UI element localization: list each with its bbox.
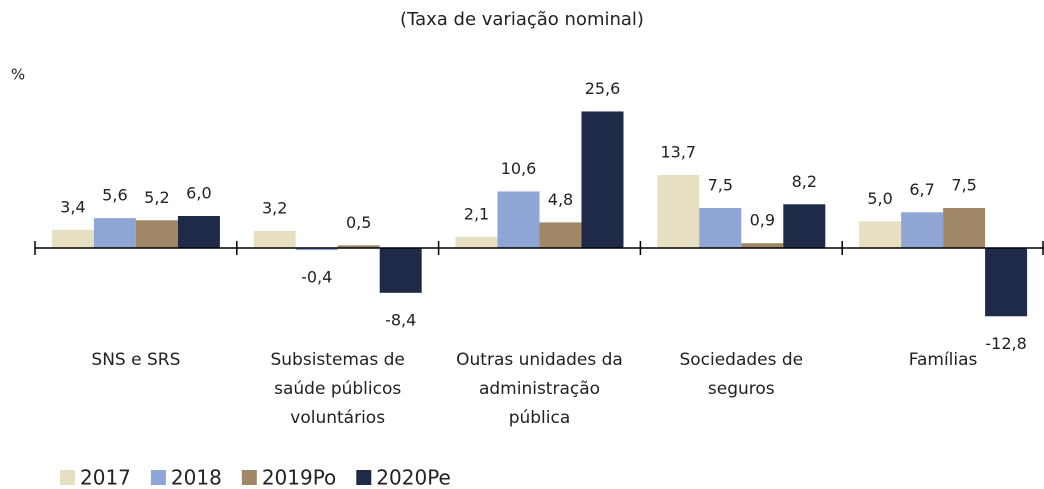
value-label: 3,4 xyxy=(60,197,85,216)
bar xyxy=(943,208,986,248)
value-label: 2,1 xyxy=(464,204,489,223)
x-tick-label: Famílias xyxy=(908,350,978,370)
value-label: 5,0 xyxy=(867,189,892,208)
value-label: 6,7 xyxy=(909,180,934,199)
value-label: 7,5 xyxy=(708,176,733,195)
bar xyxy=(379,248,422,293)
value-label: 25,6 xyxy=(585,79,621,98)
value-label: 8,2 xyxy=(792,172,817,191)
value-label: 7,5 xyxy=(951,176,976,195)
value-label: 5,2 xyxy=(144,188,169,207)
legend-label: 2020Pe xyxy=(376,466,451,489)
bar xyxy=(539,222,582,248)
bar xyxy=(337,245,380,248)
legend-swatch xyxy=(356,470,372,485)
value-label: 0,9 xyxy=(750,211,775,230)
bar xyxy=(581,111,624,248)
bar xyxy=(295,248,338,251)
value-label: -12,8 xyxy=(985,334,1026,353)
bar xyxy=(783,204,826,248)
value-label: 5,6 xyxy=(102,186,127,205)
value-label: 6,0 xyxy=(186,184,211,203)
bar xyxy=(51,229,94,248)
bar xyxy=(657,174,700,248)
value-label: 4,8 xyxy=(548,190,573,209)
value-label: 3,2 xyxy=(262,198,287,217)
legend-swatch xyxy=(60,470,75,485)
x-tick-label: Subsistemas de saúde públicos voluntário… xyxy=(270,350,405,428)
legend-label: 2017 xyxy=(80,466,131,489)
value-label: 0,5 xyxy=(346,213,371,232)
bar xyxy=(93,218,136,248)
value-label: 13,7 xyxy=(660,142,696,161)
legend-swatch xyxy=(150,470,166,485)
chart-title: (Taxa de variação nominal) xyxy=(400,9,644,30)
value-label: -8,4 xyxy=(385,310,416,329)
bar xyxy=(741,243,784,248)
bar xyxy=(455,236,498,248)
bar xyxy=(699,208,742,248)
x-tick-label: Outras unidades da administração pública xyxy=(456,350,623,428)
bar xyxy=(253,230,296,248)
legend-swatch xyxy=(241,470,257,485)
value-label: -0,4 xyxy=(301,268,332,287)
bar xyxy=(135,220,178,248)
value-label: 10,6 xyxy=(501,159,537,178)
legend-label: 2019Po xyxy=(262,466,336,489)
bar xyxy=(177,216,220,248)
bar xyxy=(497,191,540,248)
x-tick-label: SNS e SRS xyxy=(91,350,181,370)
legend-label: 2018 xyxy=(171,466,222,489)
y-axis-label: % xyxy=(11,66,25,84)
bar xyxy=(985,248,1028,317)
bar xyxy=(859,221,902,248)
bar xyxy=(901,212,944,248)
x-tick-label: Sociedades de seguros xyxy=(679,350,804,399)
